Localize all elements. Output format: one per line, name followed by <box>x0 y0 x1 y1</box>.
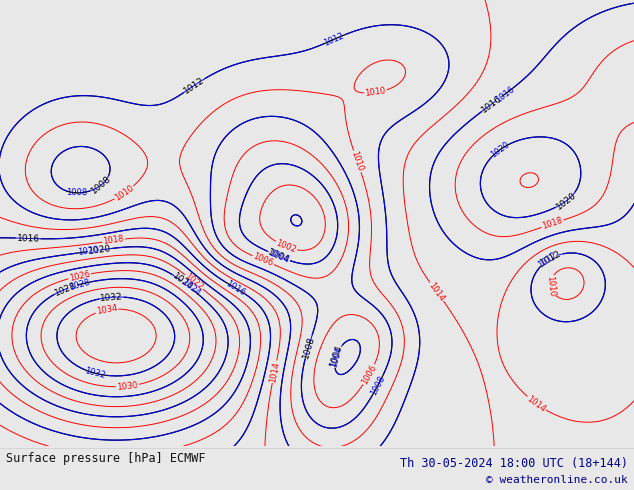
Text: 1016: 1016 <box>494 84 516 104</box>
Text: 1012: 1012 <box>323 31 346 48</box>
Text: 1012: 1012 <box>536 250 559 270</box>
Text: 1004: 1004 <box>328 343 344 368</box>
Text: 1032: 1032 <box>100 292 123 303</box>
Text: 1014: 1014 <box>427 281 446 303</box>
Text: 1010: 1010 <box>349 150 365 173</box>
Text: 1004: 1004 <box>266 247 291 265</box>
Text: 1012: 1012 <box>539 249 564 268</box>
Text: 1014: 1014 <box>525 394 548 414</box>
Text: Th 30-05-2024 18:00 UTC (18+144): Th 30-05-2024 18:00 UTC (18+144) <box>399 457 628 469</box>
Text: 1004: 1004 <box>329 345 344 368</box>
Text: 1002: 1002 <box>275 239 297 255</box>
Text: 1020: 1020 <box>555 191 578 212</box>
Text: 1018: 1018 <box>103 235 125 246</box>
Text: 1018: 1018 <box>541 216 564 231</box>
Text: 1016: 1016 <box>224 279 247 297</box>
Text: Surface pressure [hPa] ECMWF: Surface pressure [hPa] ECMWF <box>6 452 206 465</box>
Text: 1020: 1020 <box>77 245 100 257</box>
Text: 1010: 1010 <box>545 275 556 297</box>
Text: 1010: 1010 <box>365 87 387 98</box>
Text: 1004: 1004 <box>268 248 290 265</box>
Text: 1014: 1014 <box>268 361 281 383</box>
Text: 1022: 1022 <box>183 272 205 292</box>
Text: 1028: 1028 <box>53 281 78 297</box>
Text: 1034: 1034 <box>96 304 118 316</box>
Text: 1008: 1008 <box>301 335 316 359</box>
Text: 1028: 1028 <box>68 277 91 292</box>
Text: © weatheronline.co.uk: © weatheronline.co.uk <box>486 475 628 485</box>
Text: 1016: 1016 <box>16 234 40 243</box>
Text: 1008: 1008 <box>369 374 387 397</box>
Text: 1030: 1030 <box>117 381 138 392</box>
Text: 1032: 1032 <box>84 367 107 380</box>
Text: 1020: 1020 <box>88 244 112 256</box>
Text: 1020: 1020 <box>488 140 511 160</box>
Text: 1008: 1008 <box>67 188 87 197</box>
Text: 1026: 1026 <box>68 270 91 283</box>
Text: 1012: 1012 <box>182 75 206 96</box>
Text: 1016: 1016 <box>479 94 503 115</box>
Text: 1006: 1006 <box>360 363 378 386</box>
Text: 1024: 1024 <box>171 271 195 292</box>
Text: 1010: 1010 <box>113 183 136 203</box>
Text: 1024: 1024 <box>179 278 202 298</box>
Text: 1008: 1008 <box>89 174 113 196</box>
Text: 1006: 1006 <box>252 252 275 269</box>
Text: 1016: 1016 <box>0 439 1 457</box>
